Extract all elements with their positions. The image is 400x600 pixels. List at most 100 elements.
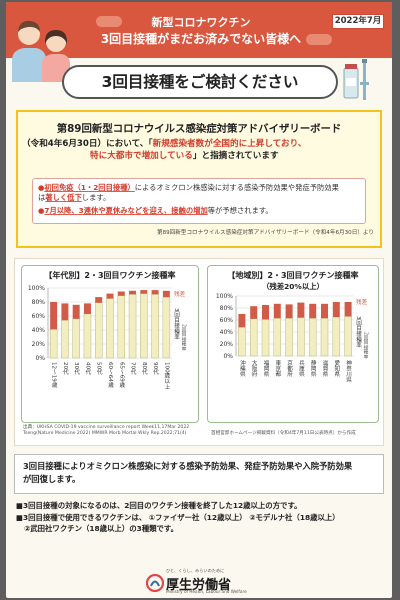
summary-line-1: 3回目接種によりオミクロン株感染に対する感染予防効果、発症予防効果や入院予防効果 bbox=[23, 461, 353, 471]
notes: ■3回目接種の対象になるのは、2回目のワクチン接種を終了した12歳以上の方です。… bbox=[16, 500, 388, 535]
board-source: 第89回新型コロナウイルス感染症対策アドバイザリーボード（令和4年6月30日）よ… bbox=[156, 230, 374, 236]
region-chart: 【地域別】2・3回目ワクチン接種率 （残差20%以上） 0% 20% 40% 60% 8… bbox=[207, 265, 379, 423]
age-chart-plot: 0% 20% 40% 60% 80% 100% 12〜19歳 20代 30代 40代 50代 60〜6… bbox=[28, 285, 187, 390]
y-tick-label: 60% bbox=[32, 313, 46, 320]
ministry-tagline: ひと、くらし、みらいのために bbox=[166, 568, 225, 573]
bar-vaccinated bbox=[94, 302, 103, 359]
board-quote-part1: 新規感染者数が全国的に上昇しており、 bbox=[152, 139, 307, 149]
note-vaccines-cont: ②武田社ワクチン（18歳以上）の3種類です。 bbox=[24, 524, 178, 533]
y-tick-label: 0% bbox=[223, 353, 233, 360]
vaccine-vial-icon bbox=[343, 59, 369, 100]
bar-remaining bbox=[332, 302, 340, 317]
bar-vaccinated bbox=[320, 317, 329, 357]
legend-remaining: 残差 bbox=[174, 290, 186, 298]
header-line-2: 3回目接種がまだお済みでない皆様へ bbox=[100, 32, 302, 46]
board-heading: 第89回新型コロナウイルス感染症対策アドバイザリーボード bbox=[56, 123, 342, 135]
note-eligibility: ■3回目接種の対象になるのは、2回目のワクチン接種を終了した12歳以上の方です。 bbox=[16, 501, 302, 510]
bar-vaccinated bbox=[61, 319, 69, 359]
bar-vaccinated bbox=[344, 316, 352, 357]
legend-remaining: 残差 bbox=[356, 298, 368, 306]
category-label: 福岡県 bbox=[263, 359, 270, 378]
bar-vaccinated bbox=[49, 329, 58, 359]
age-chart-title: 【年代別】2・3回目ワクチン接種率 bbox=[44, 271, 176, 280]
bar-remaining bbox=[321, 303, 328, 319]
bar-vaccinated bbox=[261, 319, 270, 357]
category-label: 70代 bbox=[130, 362, 137, 376]
bar-vaccinated bbox=[83, 313, 92, 359]
y-tick-label: 40% bbox=[32, 327, 46, 334]
ministry-name: 厚生労働省 bbox=[166, 578, 232, 593]
region-chart-plot: 0% 20% 40% 60% 80% 100% 沖縄県 大阪府 福岡県 東京都 京都府 兵庫県 静岡県滋… bbox=[216, 293, 369, 384]
y-tick-label: 20% bbox=[220, 341, 234, 348]
bar-vaccinated bbox=[285, 317, 293, 357]
category-label: 60〜64歳 bbox=[107, 362, 114, 388]
category-label: 65〜69歳 bbox=[118, 362, 125, 388]
category-label: 大阪府 bbox=[251, 359, 258, 378]
region-chart-subtitle: （残差20%以上） bbox=[261, 282, 325, 291]
cloud-decoration bbox=[306, 34, 332, 45]
bar-remaining bbox=[297, 302, 305, 318]
bar-vaccinated bbox=[106, 298, 114, 359]
category-label: 沖縄県 bbox=[239, 359, 246, 378]
omicron-note-1-cont: は著しく低下します。 bbox=[38, 193, 111, 202]
legend-2nd-dose: 2回目接種率 bbox=[363, 332, 369, 360]
category-label: 12〜19歳 bbox=[51, 362, 58, 388]
bar-remaining bbox=[238, 314, 246, 328]
category-label: 90代 bbox=[152, 362, 159, 376]
bar-remaining bbox=[129, 290, 137, 295]
bar-vaccinated bbox=[273, 317, 282, 357]
chart-source-left: 出典：UKHSA COVID-19 vaccine surveillance r… bbox=[23, 425, 190, 436]
y-tick-label: 100% bbox=[28, 285, 45, 292]
category-label: 東京都 bbox=[274, 359, 281, 378]
y-tick-label: 40% bbox=[220, 329, 234, 336]
category-label: 80代 bbox=[141, 362, 148, 376]
legend-3rd-dose: 3回目接種率 bbox=[355, 316, 362, 349]
leaflet-page: 新型コロナワクチン 3回目接種がまだお済みでない皆様へ 2022年7月 3回目接… bbox=[6, 2, 392, 598]
board-quote-part2: 特に大都市で増加している bbox=[90, 151, 193, 161]
category-label: 滋賀県 bbox=[322, 359, 329, 378]
bar-vaccinated bbox=[117, 295, 126, 359]
bar-remaining bbox=[151, 290, 159, 295]
mhlw-logo-icon bbox=[146, 574, 164, 592]
bar-vaccinated bbox=[151, 294, 159, 359]
region-chart-title: 【地域別】2・3回目ワクチン接種率 bbox=[227, 271, 359, 280]
category-label: 兵庫県 bbox=[298, 359, 305, 378]
category-label: 50代 bbox=[96, 362, 103, 376]
bar-remaining bbox=[262, 305, 269, 320]
y-tick-label: 100% bbox=[216, 293, 233, 300]
bar-remaining bbox=[162, 290, 170, 298]
bar-remaining bbox=[140, 290, 148, 294]
bar-remaining bbox=[83, 303, 91, 314]
bar-remaining bbox=[50, 302, 58, 330]
summary-box: 3回目接種によりオミクロン株感染に対する感染予防効果、発症予防効果や入院予防効果… bbox=[14, 454, 384, 494]
advisory-board-box: 第89回新型コロナウイルス感染症対策アドバイザリーボード （令和4年6月30日）… bbox=[16, 110, 382, 248]
bar-remaining bbox=[61, 303, 69, 321]
charts-area: 【年代別】2・3回目ワクチン接種率 0% 20% 40% 60% 80% 100% 12〜1… bbox=[14, 258, 384, 446]
date-badge: 2022年7月 bbox=[332, 14, 384, 29]
bar-remaining bbox=[285, 304, 293, 319]
bar-vaccinated bbox=[297, 317, 305, 357]
bar-remaining bbox=[117, 291, 125, 296]
board-quote-line-2: 特に大都市で増加している」と指摘されています bbox=[90, 150, 376, 163]
summary-line-2: が回復します。 bbox=[23, 474, 81, 484]
y-tick-label: 0% bbox=[35, 355, 45, 362]
bar-remaining bbox=[273, 303, 281, 319]
category-label: 愛知県 bbox=[333, 359, 340, 378]
cloud-decoration bbox=[96, 16, 122, 27]
couple-illustration-icon bbox=[12, 20, 70, 82]
category-label: 神奈川県 bbox=[345, 359, 352, 384]
bar-vaccinated bbox=[308, 317, 317, 357]
page-title: 3回目接種をご検討ください bbox=[62, 65, 338, 99]
bar-vaccinated bbox=[162, 296, 171, 359]
bar-vaccinated bbox=[249, 318, 258, 357]
bar-remaining bbox=[72, 304, 80, 319]
bar-vaccinated bbox=[128, 294, 137, 359]
bar-vaccinated bbox=[140, 293, 148, 359]
category-label: 40代 bbox=[84, 362, 91, 376]
header-banner: 新型コロナワクチン 3回目接種がまだお済みでない皆様へ 2022年7月 bbox=[6, 2, 392, 58]
category-label: 京都府 bbox=[286, 359, 293, 378]
y-tick-label: 20% bbox=[32, 341, 46, 348]
omicron-note-1: ●初回免疫（1・2回目接種）によるオミクロン株感染に対する感染予防効果や発症予防… bbox=[38, 183, 339, 192]
bar-remaining bbox=[344, 302, 352, 317]
bullet-circle-icon: ● bbox=[38, 183, 45, 192]
